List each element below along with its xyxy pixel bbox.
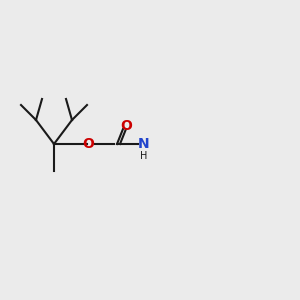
Text: O: O (82, 137, 94, 151)
Text: H: H (140, 151, 148, 161)
Text: O: O (120, 119, 132, 133)
Text: N: N (138, 137, 150, 151)
